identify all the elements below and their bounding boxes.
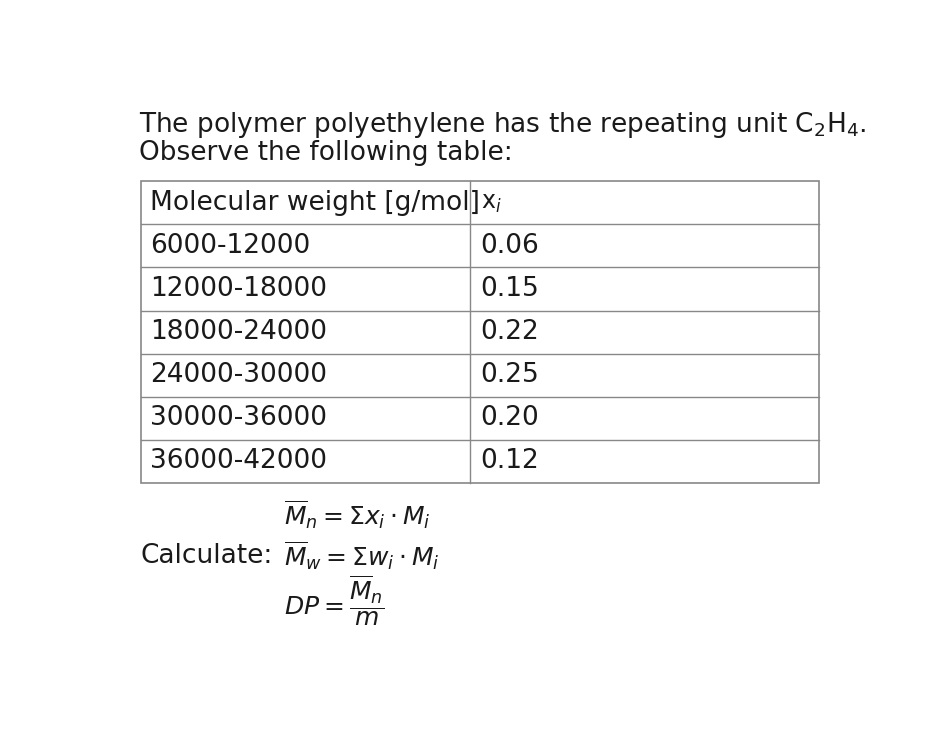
Text: 0.06: 0.06: [480, 233, 539, 259]
Text: $DP = \dfrac{\overline{M}_n}{m}$: $DP = \dfrac{\overline{M}_n}{m}$: [284, 574, 385, 628]
Text: 30000-36000: 30000-36000: [150, 406, 326, 431]
Text: $\overline{M}_n = \Sigma x_i \cdot M_i$: $\overline{M}_n = \Sigma x_i \cdot M_i$: [284, 499, 431, 531]
Text: 24000-30000: 24000-30000: [150, 363, 326, 388]
Text: Molecular weight [g/mol]: Molecular weight [g/mol]: [150, 189, 479, 216]
Text: 0.12: 0.12: [480, 448, 539, 474]
Text: x$_i$: x$_i$: [480, 191, 502, 215]
Text: 36000-42000: 36000-42000: [150, 448, 326, 474]
Bar: [141, 181, 819, 483]
Text: Observe the following table:: Observe the following table:: [139, 140, 513, 166]
Text: 0.22: 0.22: [480, 319, 539, 345]
Text: The polymer polyethylene has the repeating unit C$_2$H$_4$.: The polymer polyethylene has the repeati…: [139, 110, 867, 141]
Text: 0.20: 0.20: [480, 406, 539, 431]
Text: 18000-24000: 18000-24000: [150, 319, 326, 345]
Text: Calculate:: Calculate:: [141, 543, 273, 569]
Text: $\overline{M}_w = \Sigma w_i \cdot M_i$: $\overline{M}_w = \Sigma w_i \cdot M_i$: [284, 540, 439, 572]
Text: 0.15: 0.15: [480, 276, 539, 302]
Text: 12000-18000: 12000-18000: [150, 276, 326, 302]
Text: 6000-12000: 6000-12000: [150, 233, 310, 259]
Text: 0.25: 0.25: [480, 363, 539, 388]
